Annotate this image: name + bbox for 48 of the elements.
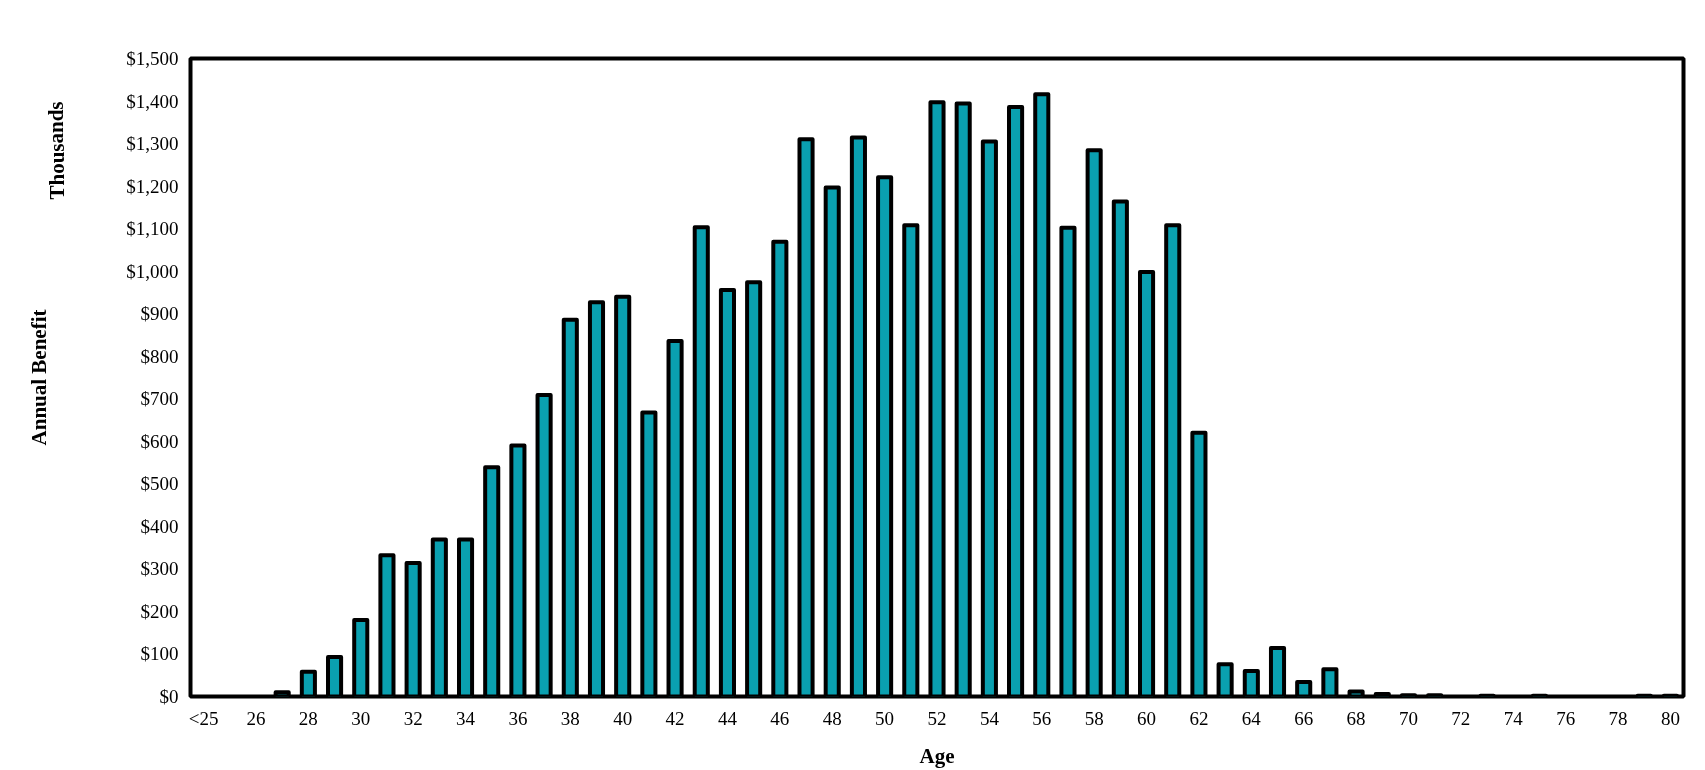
x-tick-label: 56 (1032, 707, 1052, 729)
y-tick-label: $700 (140, 388, 179, 410)
y-tick-label: $500 (140, 473, 179, 495)
x-tick-label: 58 (1084, 707, 1104, 729)
y-tick-label: $0 (159, 686, 179, 707)
x-tick-label: 40 (613, 707, 633, 729)
x-tick-label: 42 (665, 707, 685, 729)
x-tick-label: 80 (1660, 707, 1680, 729)
text: Thousands (44, 101, 69, 200)
y-tick-label: $1,100 (126, 218, 179, 240)
x-tick-label: 50 (875, 707, 895, 729)
x-tick-label: 34 (456, 707, 476, 729)
x-tick-label: 78 (1608, 707, 1628, 729)
y-tick-label: $100 (140, 643, 179, 665)
x-tick-label: 72 (1451, 707, 1471, 729)
y-tick-label: $1,000 (126, 260, 179, 282)
x-tick-label: 36 (508, 707, 528, 729)
x-tick-label: 30 (351, 707, 371, 729)
x-tick-label: 74 (1503, 707, 1524, 729)
x-tick-label: 62 (1189, 707, 1209, 729)
x-tick-label: 60 (1137, 707, 1157, 729)
y-tick-label: $1,400 (126, 90, 179, 112)
y-tick-label: $200 (140, 600, 179, 622)
y-tick-label: $1,300 (126, 133, 179, 155)
x-tick-label: 46 (770, 707, 790, 729)
x-tick-label: 38 (560, 707, 580, 729)
x-tick-label: 28 (298, 707, 318, 729)
x-axis-title: Age (919, 743, 955, 768)
x-tick-label: 52 (927, 707, 947, 729)
y-axis-title: Annual Benefit (27, 309, 52, 446)
x-tick-label: 76 (1556, 707, 1576, 729)
x-tick-label: 48 (822, 707, 842, 729)
y-tick-label: $600 (140, 430, 179, 452)
x-tick-label: 32 (403, 707, 423, 729)
y-tick-label: $400 (140, 515, 179, 537)
y-tick-label: $300 (140, 558, 179, 580)
y-tick-label: $1,500 (126, 48, 179, 69)
x-tick-label: <25 (188, 707, 219, 729)
x-tick-label: 44 (717, 707, 738, 729)
x-tick-label: 54 (979, 707, 1000, 729)
x-tick-label: 70 (1398, 707, 1418, 729)
y-tick-label: $900 (140, 303, 179, 325)
y-tick-label: $800 (140, 345, 179, 367)
x-tick-label: 64 (1241, 707, 1262, 729)
x-tick-label: 66 (1294, 707, 1314, 729)
x-tick-label: 68 (1346, 707, 1366, 729)
x-tick-label: 26 (246, 707, 266, 729)
y-tick-label: $1,200 (126, 175, 179, 197)
